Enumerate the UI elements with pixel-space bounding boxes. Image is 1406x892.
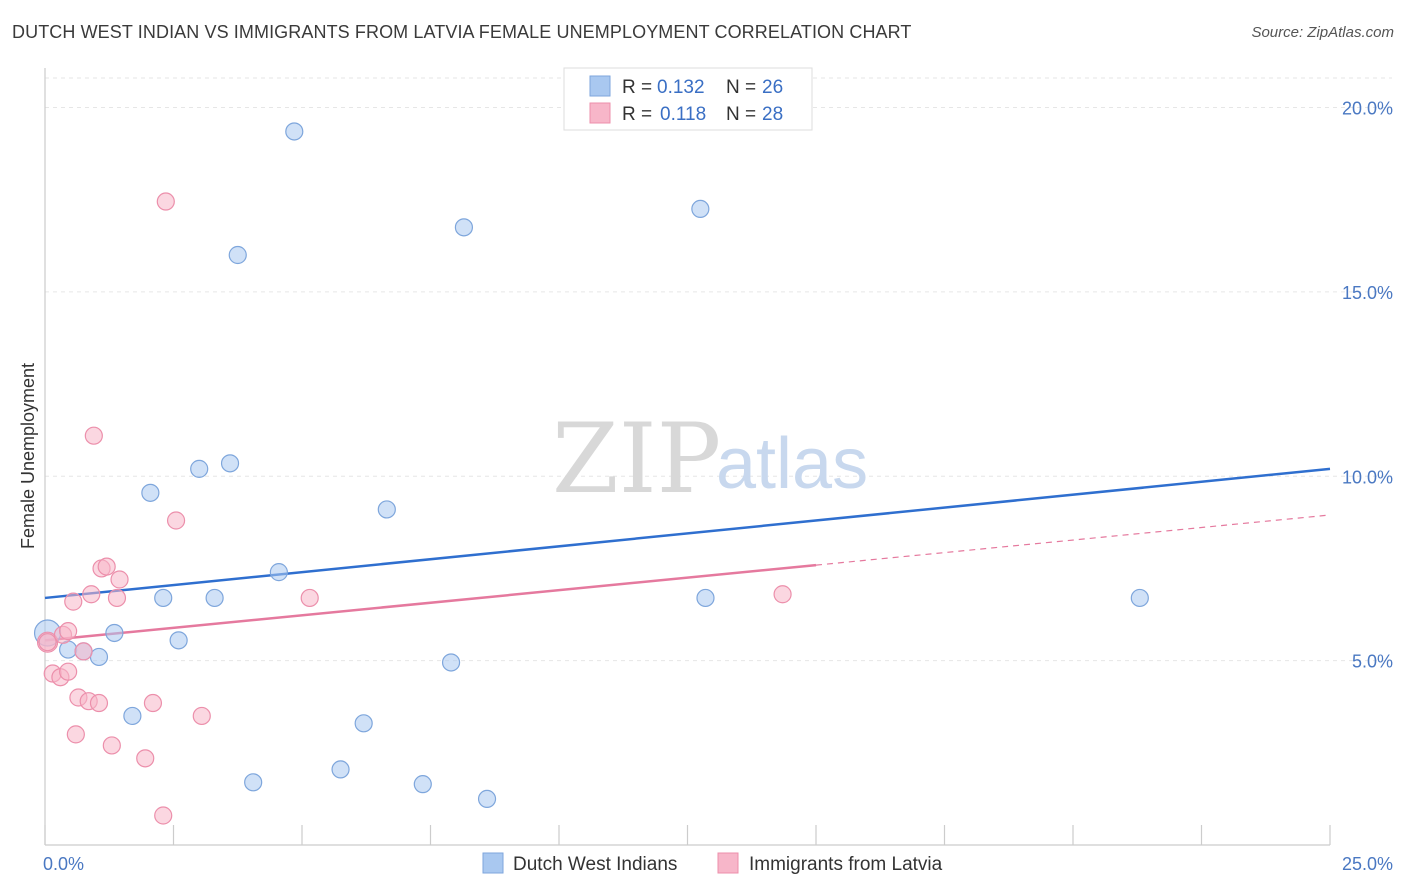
y-tick-label: 15.0%	[1342, 283, 1393, 303]
data-point-immigrants-from-latvia	[74, 642, 93, 661]
legend: Dutch West Indians Immigrants from Latvi…	[482, 852, 943, 875]
x-tick-label: 25.0%	[1342, 854, 1393, 874]
data-point-immigrants-from-latvia	[66, 725, 85, 744]
data-point-dutch-west-indians	[190, 459, 209, 478]
data-point-immigrants-from-latvia	[89, 693, 109, 713]
legend-stats-n-label: N =	[726, 104, 756, 125]
data-point-immigrants-from-latvia	[154, 806, 173, 825]
data-point-dutch-west-indians	[441, 653, 461, 672]
y-tick-label: 20.0%	[1342, 99, 1393, 119]
data-point-immigrants-from-latvia	[166, 511, 186, 530]
source-note: Source: ZipAtlas.com	[1251, 24, 1394, 41]
watermark-zip: ZIP	[552, 403, 721, 515]
data-point-dutch-west-indians	[141, 483, 160, 502]
legend-stats-r-value: 0.118	[660, 104, 706, 125]
data-points	[33, 122, 1149, 825]
data-point-immigrants-from-latvia	[38, 633, 57, 652]
data-point-immigrants-from-latvia	[59, 622, 78, 641]
data-point-dutch-west-indians	[154, 588, 173, 608]
data-point-immigrants-from-latvia	[143, 693, 163, 713]
data-point-dutch-west-indians	[244, 773, 263, 792]
watermark-atlas: atlas	[716, 424, 868, 504]
trendline-immigrants-from-latvia	[44, 563, 817, 642]
x-tick-labels: 0.0% 25.0%	[43, 854, 1393, 874]
trendline-dutch-west-indians	[44, 467, 1331, 600]
watermark: ZIP atlas	[552, 403, 868, 515]
data-point-immigrants-from-latvia	[82, 585, 101, 604]
legend-stats-r-value: 0.132	[657, 77, 705, 98]
data-point-dutch-west-indians	[696, 588, 715, 608]
data-point-dutch-west-indians	[1130, 588, 1149, 608]
data-point-dutch-west-indians	[377, 500, 396, 519]
data-point-dutch-west-indians	[269, 563, 288, 582]
data-point-immigrants-from-latvia	[156, 192, 175, 211]
data-point-immigrants-from-latvia	[773, 585, 792, 604]
chart-title: DUTCH WEST INDIAN VS IMMIGRANTS FROM LAT…	[12, 22, 912, 42]
trendline-immigrants-from-latvia-extension	[815, 514, 1331, 566]
data-point-dutch-west-indians	[413, 775, 432, 794]
legend-stats-n-value: 26	[762, 77, 783, 98]
legend-stats-r-label: R =	[622, 104, 652, 125]
legend-stats-r-label: R =	[622, 77, 652, 98]
data-point-dutch-west-indians	[477, 789, 497, 809]
data-point-immigrants-from-latvia	[84, 426, 103, 445]
legend-swatch-dutch-west-indians	[482, 852, 504, 874]
trendlines	[44, 467, 1331, 642]
data-point-dutch-west-indians	[89, 647, 109, 667]
legend-stats-swatch-blue	[589, 75, 611, 97]
data-point-dutch-west-indians	[105, 623, 124, 643]
data-point-immigrants-from-latvia	[136, 749, 155, 768]
data-point-immigrants-from-latvia	[59, 662, 78, 681]
data-point-dutch-west-indians	[691, 199, 710, 219]
data-point-dutch-west-indians	[123, 706, 142, 726]
y-tick-label: 10.0%	[1342, 467, 1393, 487]
data-point-immigrants-from-latvia	[102, 736, 121, 755]
legend-stats-n-value: 28	[762, 104, 783, 125]
y-tick-labels: 5.0% 10.0% 15.0% 20.0%	[1342, 99, 1393, 672]
legend-stats-swatch-pink	[589, 102, 611, 124]
y-tick-label: 5.0%	[1352, 652, 1393, 672]
y-axis-label: Female Unemployment	[18, 363, 38, 549]
legend-swatch-immigrants-from-latvia	[717, 852, 739, 874]
data-point-dutch-west-indians	[220, 454, 240, 473]
data-point-immigrants-from-latvia	[64, 592, 83, 611]
data-point-immigrants-from-latvia	[192, 706, 211, 726]
legend-label-immigrants-from-latvia: Immigrants from Latvia	[749, 854, 943, 875]
data-point-dutch-west-indians	[228, 245, 247, 265]
data-point-dutch-west-indians	[169, 631, 188, 650]
gridlines	[45, 77, 1392, 662]
data-point-immigrants-from-latvia	[97, 557, 116, 576]
legend-stats: R = 0.132 N = 26 R = 0.118 N = 28	[563, 67, 813, 131]
data-point-dutch-west-indians	[354, 714, 373, 733]
data-point-dutch-west-indians	[454, 218, 474, 237]
legend-stats-n-label: N =	[726, 77, 756, 98]
data-point-dutch-west-indians	[205, 588, 224, 608]
data-point-dutch-west-indians	[285, 122, 304, 141]
data-point-immigrants-from-latvia	[300, 588, 319, 608]
data-point-dutch-west-indians	[331, 760, 350, 779]
x-tick-label: 0.0%	[43, 854, 84, 874]
data-point-immigrants-from-latvia	[107, 588, 127, 608]
data-point-immigrants-from-latvia	[110, 570, 129, 589]
legend-label-dutch-west-indians: Dutch West Indians	[513, 854, 677, 875]
axes	[44, 68, 1331, 846]
